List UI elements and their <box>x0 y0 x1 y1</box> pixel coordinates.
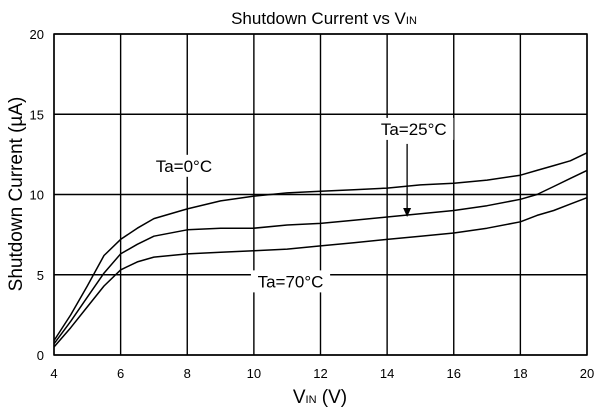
x-tick-label: 8 <box>184 366 191 381</box>
y-axis-label: Shutdown Current (µA) <box>6 97 27 292</box>
y-tick-label: 10 <box>30 188 44 203</box>
x-tick-label: 4 <box>50 366 57 381</box>
x-tick-label: 20 <box>580 366 594 381</box>
annotation-bg <box>250 270 331 293</box>
series-line-2 <box>53 196 588 348</box>
annotation-label-0: Ta=0°C <box>156 157 212 176</box>
x-tick-label: 16 <box>447 366 461 381</box>
series-lines <box>53 152 588 348</box>
annotation-arrow-head <box>403 207 412 217</box>
y-tick-label: 5 <box>37 268 44 283</box>
y-tick-label: 15 <box>30 107 44 122</box>
y-tick-labels: 0 5 10 15 20 <box>30 27 44 363</box>
grid <box>53 33 588 356</box>
annotation-bg <box>149 154 219 177</box>
chart-title: Shutdown Current vs VIN <box>231 9 417 28</box>
x-tick-labels: 4 6 8 10 12 14 16 18 20 <box>50 366 594 381</box>
annotation-bg <box>374 117 454 140</box>
series-line-0 <box>53 152 588 342</box>
x-tick-label: 14 <box>380 366 394 381</box>
x-axis-label: VIN (V) <box>293 387 347 408</box>
annotation-label-1: Ta=25°C <box>381 120 447 139</box>
plot-frame <box>53 33 588 356</box>
y-tick-label: 0 <box>37 348 44 363</box>
x-tick-label: 18 <box>513 366 527 381</box>
x-tick-label: 6 <box>117 366 124 381</box>
annotations: Ta=0°C Ta=25°C Ta=70°C <box>149 117 454 293</box>
annotation-label-2: Ta=70°C <box>258 272 324 291</box>
series-line-1 <box>53 169 588 345</box>
x-tick-label: 12 <box>313 366 327 381</box>
y-tick-label: 20 <box>30 27 44 42</box>
x-tick-label: 10 <box>247 366 261 381</box>
